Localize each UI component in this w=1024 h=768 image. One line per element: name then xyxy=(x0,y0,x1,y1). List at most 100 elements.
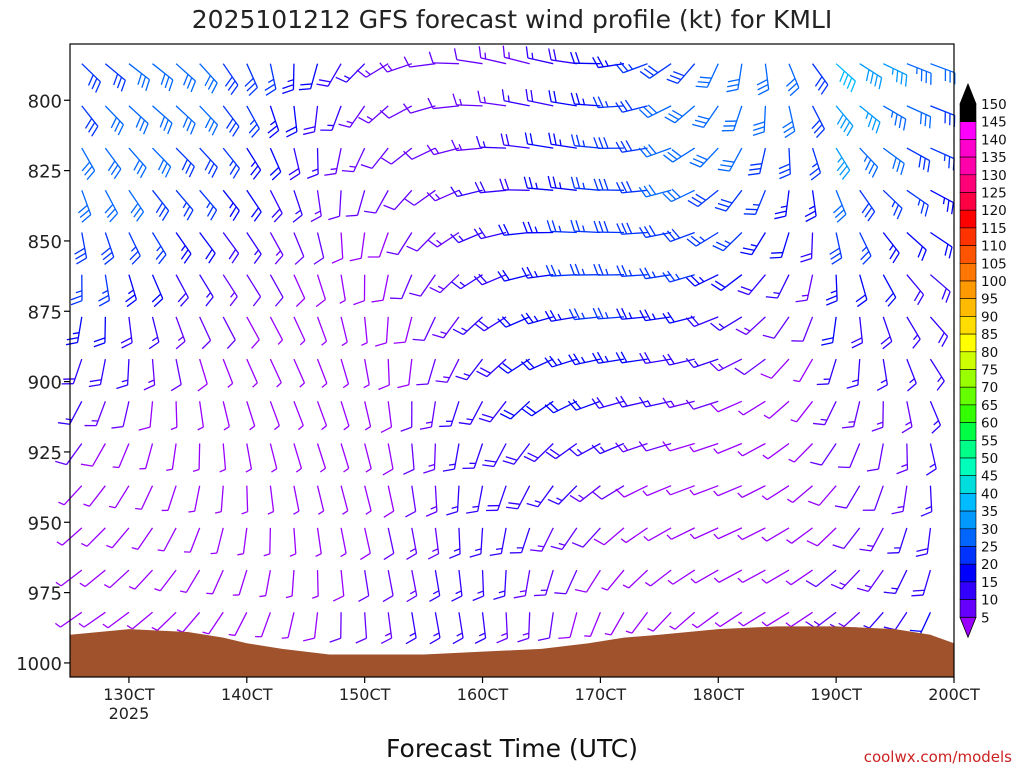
wind-barb xyxy=(469,527,484,558)
wind-barb xyxy=(379,62,413,73)
wind-barb xyxy=(340,358,350,389)
wind-barb xyxy=(571,527,601,548)
colorbar-label: 75 xyxy=(981,363,998,379)
colorbar-label: 85 xyxy=(981,327,998,343)
wind-barb xyxy=(419,401,437,430)
wind-barb xyxy=(380,401,393,434)
wind-barb xyxy=(106,527,130,549)
wind-barb xyxy=(663,147,696,163)
wind-barb xyxy=(367,232,389,258)
wind-barb xyxy=(760,358,790,379)
wind-barb xyxy=(349,232,366,262)
wind-barb xyxy=(735,316,766,336)
wind-barb xyxy=(55,569,83,587)
wind-barb xyxy=(128,189,145,222)
wind-barb xyxy=(176,611,201,633)
colorbar-swatch xyxy=(959,209,977,229)
wind-barb xyxy=(264,63,277,96)
wind-barb xyxy=(639,309,672,322)
wind-barb xyxy=(662,270,695,283)
wind-barb xyxy=(104,105,124,136)
wind-barb xyxy=(222,189,240,222)
y-tick-label: 1000 xyxy=(16,654,62,675)
wind-barb xyxy=(638,104,672,119)
wind-barb xyxy=(930,274,951,303)
wind-barb xyxy=(269,189,283,223)
wind-barb xyxy=(838,443,861,469)
wind-barb xyxy=(263,527,272,557)
wind-barb xyxy=(737,274,766,296)
wind-barb xyxy=(761,485,790,501)
wind-barb xyxy=(834,485,861,509)
wind-barb xyxy=(906,147,931,173)
wind-barb xyxy=(791,316,814,342)
y-tick-label: 875 xyxy=(28,302,62,323)
wind-barb xyxy=(219,443,227,473)
wind-barb xyxy=(128,569,153,590)
wind-barb xyxy=(525,88,554,107)
wind-barb xyxy=(199,63,218,94)
wind-barb xyxy=(793,358,814,383)
wind-barb xyxy=(811,105,826,139)
wind-barb xyxy=(620,527,648,544)
wind-barb xyxy=(906,189,929,217)
wind-barb xyxy=(293,443,303,473)
wind-barb xyxy=(804,190,817,223)
wind-barb xyxy=(530,527,554,552)
wind-barb xyxy=(478,400,507,423)
colorbar-max-arrow xyxy=(959,82,977,105)
wind-barb xyxy=(809,147,822,181)
wind-barb xyxy=(664,105,696,124)
wind-barb xyxy=(458,400,484,425)
colorbar-swatch xyxy=(959,404,977,423)
credit-link[interactable]: coolwx.com/models xyxy=(864,748,1012,766)
colorbar-label: 125 xyxy=(981,186,1007,202)
wind-barb xyxy=(328,190,342,221)
wind-barb xyxy=(509,527,531,554)
wind-barb xyxy=(810,443,837,466)
colorbar-label: 145 xyxy=(981,115,1007,131)
wind-barb xyxy=(331,232,344,264)
wind-barb xyxy=(713,442,743,455)
wind-barb xyxy=(498,358,531,374)
wind-barb xyxy=(930,105,956,128)
wind-barb xyxy=(128,232,141,265)
wind-barb xyxy=(232,569,248,596)
wind-barb xyxy=(891,485,908,515)
x-tick-sublabel: 2025 xyxy=(109,704,150,723)
colorbar-label: 115 xyxy=(981,221,1007,237)
wind-barb xyxy=(104,189,119,223)
wind-barb xyxy=(81,105,99,137)
wind-barb xyxy=(475,135,507,149)
wind-barb xyxy=(615,61,648,74)
wind-barb xyxy=(128,105,149,135)
wind-barb xyxy=(269,316,284,345)
wind-barb xyxy=(81,63,102,93)
wind-barb xyxy=(364,401,372,431)
wind-barb xyxy=(851,316,864,349)
colorbar-label: 90 xyxy=(981,309,998,325)
y-tick-label: 950 xyxy=(28,513,62,534)
wind-barb xyxy=(310,190,322,223)
wind-barb xyxy=(222,316,236,350)
wind-barb xyxy=(638,441,672,452)
colorbar-swatch xyxy=(959,174,977,193)
wind-barb xyxy=(522,221,554,234)
y-tick-label: 800 xyxy=(28,91,62,112)
wind-barb xyxy=(859,189,876,222)
wind-barb xyxy=(371,274,389,303)
wind-barb xyxy=(570,219,601,234)
wind-barb xyxy=(222,232,240,264)
wind-barb xyxy=(591,442,625,455)
wind-barb xyxy=(429,569,441,603)
wind-barb xyxy=(241,485,249,515)
wind-barb xyxy=(466,485,484,514)
x-axis-label: Forecast Time (UTC) xyxy=(386,734,638,763)
wind-barb xyxy=(713,569,743,583)
wind-barb xyxy=(662,311,695,324)
wind-barb xyxy=(778,148,791,180)
wind-barb xyxy=(639,63,672,79)
wind-barb xyxy=(690,569,719,584)
wind-barb xyxy=(721,105,743,132)
wind-barb xyxy=(320,105,342,131)
